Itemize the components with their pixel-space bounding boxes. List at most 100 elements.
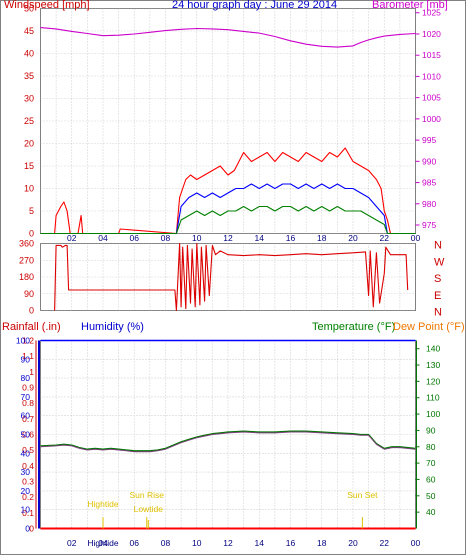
direction-degree-label: 180 (19, 272, 34, 282)
x-tick-label: 14 (255, 233, 265, 243)
direction-compass-label: W (434, 256, 445, 268)
barometer-axis-ticks: 975 980 985 990 995 1000 1005 1010 1015 1020 1025 (415, 8, 441, 230)
temperature-tick-label: 100 (426, 409, 440, 419)
annotation-low_tide: Lowtide (134, 504, 164, 514)
chart-title: 24 hour graph day : June 29 2014 (172, 0, 337, 11)
windspeed-tick-label: 30 (24, 94, 34, 104)
x-tick-label: 04 (98, 233, 108, 243)
annotation-sun_rise: Sun Rise (130, 490, 165, 500)
rain-tick-label: 1 (29, 367, 34, 377)
x-tick-label: 16 (286, 538, 296, 548)
direction-compass-label: N (434, 307, 442, 319)
windspeed-tick-label: 10 (24, 184, 34, 194)
windspeed-tick-label: 40 (24, 49, 34, 59)
humidity-tick-label: 60 (21, 411, 31, 421)
x-tick-label: 12 (223, 538, 233, 548)
barometer-tick-label: 990 (422, 156, 436, 166)
barometer-tick-label: 975 (422, 220, 436, 230)
humidity-label: Humidity (%) (81, 321, 144, 333)
rain-tick-label: 0.7 (22, 414, 34, 424)
humidity-tick-label: 40 (21, 448, 31, 458)
temp-series (40, 339, 416, 530)
wind-time-axis: 02 04 06 08 10 12 14 16 18 20 22 00 (67, 233, 420, 243)
barometer-label: Barometer [mb] (372, 0, 448, 11)
rain-tick-label: 0.1 (22, 508, 34, 518)
direction-degree-label: 0 (29, 306, 34, 316)
windspeed-tick-label: 0 (29, 229, 34, 239)
x-tick-label: 06 (130, 233, 140, 243)
temperature-tick-label: 40 (426, 507, 436, 517)
humidity-tick-label: 70 (21, 392, 31, 402)
humidity-tick-label: 20 (21, 486, 31, 496)
direction-degree-label: 270 (19, 255, 34, 265)
dewpoint-label: Dew Point (°F) (393, 321, 465, 333)
rain-axis-ticks: 0 0.1 0.2 0.3 0.4 0.5 0.6 0.7 0.8 0.9 1 1.1 1.2 (22, 336, 37, 534)
x-tick-label: 20 (348, 233, 358, 243)
barometer-tick-label: 1000 (422, 114, 441, 124)
rain-tick-label: 0.8 (22, 398, 34, 408)
temperature-axis-ticks: 40 50 60 70 80 90 100 110 120 130 140 (415, 340, 440, 529)
windspeed-tick-label: 35 (24, 71, 34, 81)
temperature-tick-label: 120 (426, 376, 440, 386)
wind-series (40, 27, 416, 235)
temperature-tick-label: 80 (426, 442, 436, 452)
windspeed-tick-label: 15 (24, 161, 34, 171)
humidity-tick-label: 80 (21, 373, 31, 383)
temperature-line (40, 430, 416, 452)
rain-tick-label: 0.2 (22, 492, 34, 502)
rain-tick-label: 0.4 (22, 461, 34, 471)
rainfall-label: Rainfall (.in) (2, 321, 61, 333)
barometer-tick-label: 1015 (422, 50, 441, 60)
humidity-tick-label: 90 (21, 354, 31, 364)
direction-compass-label: E (434, 290, 441, 302)
annotation-high-tide-axis: Hightide (87, 538, 118, 548)
humidity-tick-label: 100 (16, 336, 30, 346)
temp-time-axis: 02 04 06 08 10 12 14 16 18 20 22 00 (67, 538, 420, 548)
dewpoint-line (40, 431, 416, 453)
windspeed-tick-label: 5 (29, 206, 34, 216)
temperature-tick-label: 140 (426, 344, 440, 354)
x-tick-label: 22 (380, 538, 390, 548)
rain-tick-label: 0.6 (22, 430, 34, 440)
barometer-tick-label: 1010 (422, 71, 441, 81)
rain-humidity-temp-panel: 0 0.1 0.2 0.3 0.4 0.5 0.6 0.7 0.8 0.9 1 1.1 1.2 0 10 2… (16, 336, 441, 549)
windspeed-axis-ticks: 0 5 10 15 20 25 30 35 40 45 50 (24, 4, 34, 239)
x-tick-label: 08 (161, 538, 171, 548)
barometer-tick-label: 980 (422, 199, 436, 209)
direction-series (54, 242, 409, 312)
direction-degree-label: 90 (24, 289, 34, 299)
rain-tick-label: 1.1 (22, 351, 34, 361)
astro-annotations: Hightide Sun Rise Lowtide Sun Set Hightide (87, 490, 378, 548)
humidity-tick-label: 10 (21, 505, 31, 515)
x-tick-label: 00 (411, 538, 421, 548)
humidity-tick-label: 0 (25, 524, 30, 534)
direction-grid (40, 243, 416, 311)
windspeed-label: Windspeed [mph] (4, 0, 90, 11)
barometer-tick-label: 1025 (422, 8, 441, 18)
temperature-label: Temperature (°F) (312, 321, 395, 333)
windspeed-tick-label: 45 (24, 26, 34, 36)
barometer-line (40, 27, 416, 48)
annotation-sun_set: Sun Set (347, 490, 378, 500)
rain-tick-label: 1.2 (22, 336, 34, 346)
barometer-tick-label: 985 (422, 178, 436, 188)
x-tick-label: 10 (192, 233, 202, 243)
x-tick-label: 16 (286, 233, 296, 243)
barometer-tick-label: 995 (422, 135, 436, 145)
barometer-tick-label: 1020 (422, 29, 441, 39)
windspeed-tick-label: 20 (24, 139, 34, 149)
x-tick-label: 02 (67, 538, 77, 548)
humidity-tick-label: 30 (21, 467, 31, 477)
windspeed-tick-label: 25 (24, 116, 34, 126)
temperature-tick-label: 110 (426, 393, 440, 403)
minimum-wind-line (40, 205, 416, 235)
wind-direction-line (54, 242, 409, 312)
direction-degree-label: 360 (19, 239, 34, 249)
rain-tick-label: 0.5 (22, 445, 34, 455)
x-tick-label: 12 (223, 233, 233, 243)
temperature-tick-label: 50 (426, 491, 436, 501)
average-wind-line (40, 183, 416, 235)
direction-compass-label: S (434, 273, 441, 285)
